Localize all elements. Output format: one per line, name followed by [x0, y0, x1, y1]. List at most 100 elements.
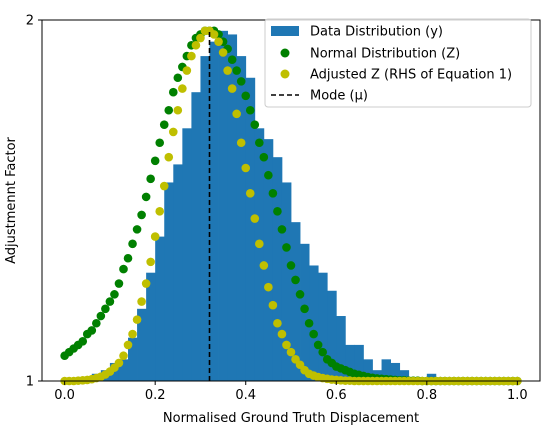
- adjusted-z-point: [209, 30, 219, 39]
- normal-distribution-point: [291, 275, 300, 285]
- adjusted-z-point: [132, 315, 142, 324]
- scatter-points: [60, 26, 522, 386]
- adjusted-z-point: [164, 152, 174, 162]
- normal-distribution-point: [227, 55, 237, 65]
- normal-distribution-point: [164, 105, 174, 115]
- adjusted-z-point: [146, 257, 155, 267]
- y-tick-label: 1: [26, 375, 34, 390]
- normal-distribution-point: [277, 225, 287, 234]
- histogram-bar: [309, 265, 319, 381]
- x-tick-label: 1.0: [507, 388, 528, 403]
- x-axis-label: Normalised Ground Truth Displacement: [163, 411, 419, 426]
- y-axis-ticks: 12: [26, 14, 42, 390]
- histogram-bar: [155, 236, 165, 381]
- normal-distribution-point: [96, 311, 106, 321]
- normal-distribution-point: [273, 207, 282, 216]
- normal-distribution-point: [245, 105, 255, 115]
- adjusted-z-point: [273, 318, 282, 328]
- adjusted-z-point: [155, 207, 165, 216]
- histogram-bar: [218, 30, 229, 382]
- adjusted-z-point: [191, 40, 201, 50]
- adjusted-z-point: [223, 66, 232, 75]
- legend-swatch-normal: [280, 48, 290, 58]
- histogram-bar: [254, 128, 265, 381]
- histogram-bars: [64, 30, 500, 382]
- normal-distribution-point: [309, 329, 318, 339]
- y-tick-label: 2: [26, 14, 34, 29]
- normal-distribution-point: [141, 192, 151, 202]
- adjusted-z-point: [214, 37, 223, 46]
- x-tick-label: 0.2: [145, 388, 166, 403]
- normal-distribution-point: [259, 152, 269, 162]
- histogram-bar: [327, 290, 337, 381]
- adjusted-z-point: [141, 279, 151, 288]
- adjusted-z-point: [282, 340, 291, 350]
- histogram-bar: [128, 337, 138, 381]
- adjusted-z-point: [123, 340, 133, 350]
- normal-distribution-point: [105, 297, 115, 306]
- histogram-bar: [164, 182, 174, 381]
- y-axis-label: Adjustmennt Factor: [4, 136, 19, 263]
- adjusted-z-point: [218, 48, 228, 57]
- normal-distribution-point: [304, 318, 314, 328]
- normal-distribution-point: [159, 120, 169, 129]
- adjusted-z-point: [114, 358, 124, 368]
- normal-distribution-point: [168, 87, 178, 97]
- normal-distribution-point: [92, 318, 101, 328]
- histogram-bar: [318, 272, 328, 381]
- adjusted-z-point: [137, 297, 146, 306]
- legend-swatch-adjusted: [280, 69, 290, 79]
- normal-distribution-point: [123, 253, 133, 263]
- normal-distribution-point: [173, 73, 183, 83]
- histogram-bar: [227, 34, 238, 381]
- histogram-bar: [146, 272, 156, 381]
- histogram-bar: [263, 139, 274, 381]
- normal-distribution-point: [150, 156, 160, 166]
- histogram-bar: [173, 164, 183, 381]
- histogram-bar: [363, 359, 373, 381]
- normal-distribution-point: [155, 138, 165, 148]
- adjusted-z-point: [182, 66, 192, 75]
- adjusted-z-point: [173, 105, 183, 115]
- histogram-bar: [109, 362, 120, 381]
- histogram-bar: [137, 308, 147, 381]
- adjusted-z-point: [159, 181, 169, 191]
- adjusted-z-point: [187, 51, 196, 61]
- histogram-bar: [118, 359, 129, 381]
- histogram-bar: [345, 344, 355, 381]
- adjusted-z-point: [128, 329, 137, 339]
- x-tick-label: 0.8: [416, 388, 437, 403]
- histogram-bar: [191, 92, 201, 381]
- histogram-bar: [209, 41, 219, 381]
- normal-distribution-point: [295, 290, 305, 299]
- adjusted-z-point: [250, 214, 260, 223]
- normal-distribution-point: [236, 77, 246, 86]
- normal-distribution-point: [137, 210, 146, 220]
- normal-distribution-point: [119, 264, 128, 274]
- normal-distribution-point: [101, 304, 110, 314]
- histogram-bar: [354, 344, 364, 381]
- adjusted-z-point: [245, 188, 255, 198]
- histogram-bar: [272, 157, 283, 381]
- histogram-bar: [200, 56, 210, 381]
- adjusted-z-point: [241, 163, 251, 173]
- normal-distribution-point: [132, 225, 142, 234]
- adjusted-z-point: [286, 347, 296, 357]
- normal-distribution-point: [128, 239, 137, 249]
- histogram-bar: [390, 362, 401, 381]
- adjusted-z-point: [259, 261, 269, 270]
- adjusted-z-point: [196, 33, 205, 43]
- legend-label-normal: Normal Distribution (Z): [310, 47, 460, 62]
- histogram-bar: [399, 370, 410, 381]
- normal-distribution-point: [146, 174, 155, 184]
- normal-distribution-point: [250, 120, 260, 129]
- adjusted-z-point: [268, 300, 278, 310]
- normal-distribution-point: [241, 91, 251, 101]
- normal-distribution-point: [255, 138, 264, 148]
- normal-distribution-point: [268, 188, 278, 198]
- normal-distribution-point: [114, 279, 124, 288]
- normal-distribution-point: [282, 243, 291, 252]
- x-tick-label: 0.4: [235, 388, 256, 403]
- histogram-bar: [336, 316, 346, 381]
